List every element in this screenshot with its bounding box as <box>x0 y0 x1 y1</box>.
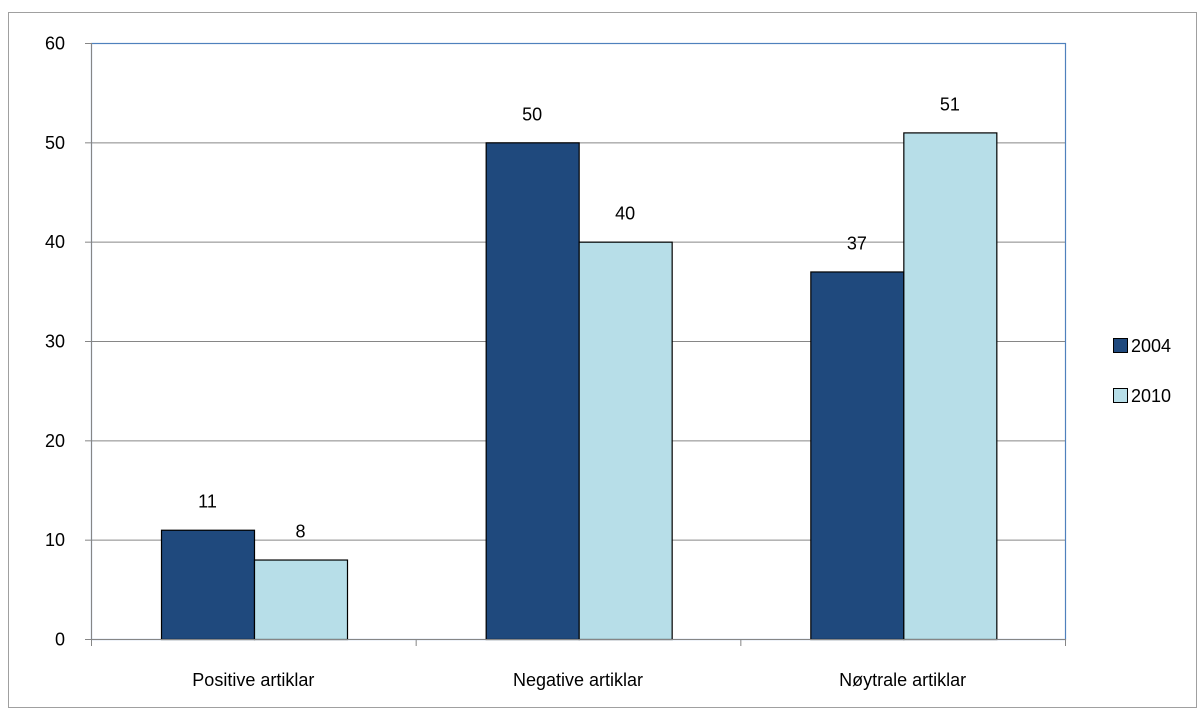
bar <box>578 241 673 641</box>
y-axis: 0 10 20 30 40 50 60 <box>45 34 92 650</box>
y-tick-label: 0 <box>55 630 65 650</box>
y-tick-label: 40 <box>45 232 65 252</box>
x-axis: Positive artiklar Negative artiklar Nøytra… <box>91 639 1066 690</box>
data-labels: 11 8 50 40 37 51 <box>198 94 960 541</box>
x-tick-label: Positive artiklar <box>192 670 314 690</box>
legend-label: 2004 <box>1131 336 1171 356</box>
y-tick-label: 60 <box>45 34 65 54</box>
x-tick-label: Nøytrale artiklar <box>839 670 966 690</box>
data-label: 50 <box>522 104 542 124</box>
y-tick-label: 10 <box>45 530 65 550</box>
data-label: 51 <box>940 94 960 114</box>
y-tick-label: 50 <box>45 133 65 153</box>
legend: 2004 2010 <box>1113 336 1171 406</box>
bars <box>160 132 998 641</box>
chart-frame: 11 8 50 40 37 51 0 10 20 30 40 50 60 Positive artik… <box>8 12 1197 708</box>
bar-chart: 11 8 50 40 37 51 0 10 20 30 40 50 60 Positive artik… <box>45 34 1171 691</box>
data-label: 8 <box>295 522 305 542</box>
y-tick-label: 20 <box>45 431 65 451</box>
data-label: 40 <box>615 204 635 224</box>
y-tick-label: 30 <box>45 332 65 352</box>
data-label: 11 <box>198 492 217 512</box>
x-tick-label: Negative artiklar <box>513 670 643 690</box>
legend-label: 2010 <box>1131 386 1171 406</box>
bar <box>810 271 905 641</box>
legend-swatch <box>1113 388 1128 403</box>
data-label: 37 <box>847 233 867 253</box>
bar <box>160 529 256 641</box>
bar <box>903 132 998 641</box>
bar <box>485 142 580 641</box>
legend-swatch <box>1113 338 1128 353</box>
bar <box>253 559 349 641</box>
